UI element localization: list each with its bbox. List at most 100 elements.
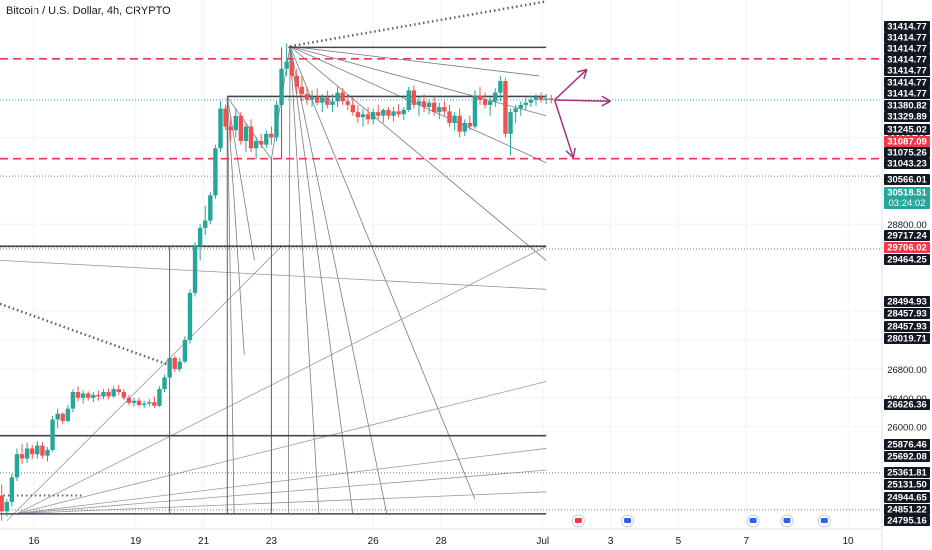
- candle: [396, 111, 401, 115]
- candle: [437, 107, 442, 113]
- price-label-text: 30518.51: [887, 188, 927, 199]
- price-label-text: 31043.23: [887, 159, 927, 170]
- price-label-text: 28457.93: [887, 322, 927, 333]
- candle: [50, 419, 55, 450]
- candle: [386, 109, 391, 116]
- x-tick-label: 10: [843, 536, 855, 547]
- candle: [487, 101, 493, 105]
- candle: [55, 413, 60, 420]
- price-label: [884, 21, 930, 32]
- candle: [518, 104, 523, 109]
- projection-arrow-up: [577, 68, 588, 73]
- event-icon: [780, 514, 794, 528]
- price-label: [884, 54, 930, 65]
- price-label: [884, 296, 930, 307]
- x-tick-label: 26: [368, 536, 380, 547]
- price-label-text: 31075.26: [887, 148, 927, 159]
- candle: [355, 112, 361, 118]
- currency-button[interactable]: USD: [886, 4, 926, 19]
- candle: [24, 448, 30, 459]
- candle: [269, 133, 274, 138]
- x-tick-label: 3: [608, 536, 614, 547]
- candle: [147, 402, 152, 404]
- price-label-text: 31414.77: [887, 66, 927, 77]
- candle: [411, 90, 417, 105]
- candle: [462, 122, 467, 132]
- price-label: [884, 124, 930, 135]
- fan-line: [226, 96, 235, 514]
- candle: [493, 92, 498, 102]
- price-label-text: 29717.24: [887, 231, 927, 242]
- candle: [360, 114, 366, 118]
- candle: [187, 292, 193, 340]
- price-label-text: 31414.77: [887, 22, 927, 33]
- candle: [401, 109, 406, 115]
- candle: [381, 109, 386, 116]
- candle: [274, 104, 279, 138]
- event-icon-flag: [820, 518, 828, 523]
- candle: [477, 95, 483, 100]
- candle: [141, 403, 147, 406]
- price-label: [884, 65, 930, 76]
- y-tick-label: 28800.00: [887, 220, 927, 231]
- candle: [320, 97, 325, 103]
- projection-arrow-down: [565, 150, 574, 159]
- countdown-text: 03:24:02: [889, 198, 926, 209]
- x-tick-label: 16: [28, 536, 40, 547]
- candle: [309, 96, 315, 100]
- fan-line: [289, 46, 320, 514]
- candle: [289, 61, 294, 76]
- candle: [65, 408, 71, 421]
- candle: [238, 115, 244, 142]
- candle: [350, 104, 355, 113]
- price-label: [884, 308, 930, 319]
- x-tick-label: 7: [744, 536, 750, 547]
- y-tick-label: 26400.00: [887, 394, 927, 405]
- price-label-text: 24795.16: [887, 516, 927, 527]
- candle: [472, 95, 478, 127]
- candle: [40, 445, 45, 456]
- price-label: [884, 504, 930, 515]
- candle: [538, 96, 544, 100]
- candle: [208, 195, 213, 221]
- candle: [243, 126, 249, 142]
- fan-line: [270, 46, 291, 160]
- candle: [96, 394, 101, 397]
- price-label-text: 25131.50: [887, 480, 927, 491]
- projection-arrow-down: [572, 147, 576, 158]
- price-label: [884, 174, 930, 185]
- candle: [0, 495, 4, 512]
- candle: [426, 102, 432, 108]
- candle: [9, 477, 15, 502]
- price-label-text: 31414.77: [887, 89, 927, 100]
- candle: [121, 392, 127, 398]
- dotted-trend-line: [289, 0, 547, 48]
- fan-line: [289, 46, 476, 500]
- candle: [86, 393, 91, 398]
- event-icon-flag: [783, 518, 791, 523]
- candle: [126, 397, 132, 403]
- projection-arrow-right: [601, 95, 611, 102]
- price-label: [884, 230, 930, 241]
- price-label: [884, 147, 930, 158]
- candle: [314, 96, 320, 103]
- candle: [253, 141, 259, 149]
- candle: [335, 92, 340, 102]
- candle: [248, 126, 254, 149]
- candle: [543, 98, 549, 100]
- candle: [106, 392, 111, 397]
- candle: [70, 392, 76, 409]
- price-label: [884, 321, 930, 332]
- candle: [162, 377, 167, 390]
- price-label-text: 29706.02: [887, 243, 927, 254]
- x-tick-label: 19: [130, 536, 142, 547]
- y-tick-label: 26000.00: [887, 423, 927, 434]
- price-label-text: 31329.89: [887, 112, 927, 123]
- fan-line: [289, 46, 388, 514]
- candle: [19, 454, 25, 459]
- candle: [345, 101, 350, 105]
- price-label: [884, 111, 930, 122]
- x-tick-label: 28: [435, 536, 447, 547]
- candle: [197, 227, 203, 246]
